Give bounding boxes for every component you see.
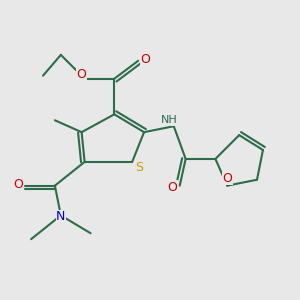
Text: N: N [56,210,65,224]
Text: O: O [222,172,232,185]
Text: O: O [77,68,87,81]
Text: O: O [167,181,177,194]
Text: NH: NH [161,115,178,125]
Text: O: O [13,178,23,191]
Text: O: O [141,53,151,66]
Text: S: S [136,161,144,174]
